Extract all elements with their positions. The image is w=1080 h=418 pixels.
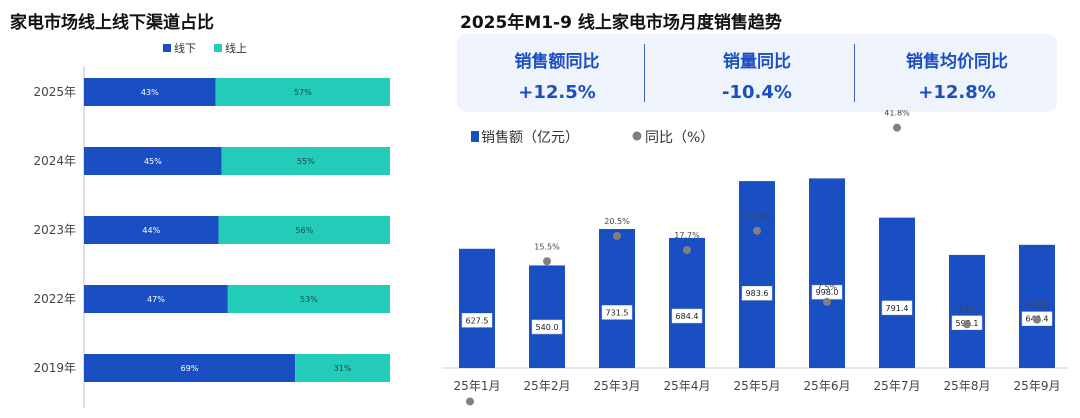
- right-chart-title: 2025年M1-9 线上家电市场月度销售趋势: [460, 13, 782, 33]
- data-label: 31%: [334, 364, 352, 373]
- data-label: 55%: [297, 157, 315, 166]
- yoy-dot: [543, 257, 551, 266]
- stacked-bar-segment: [84, 285, 228, 313]
- bar-value-label: 731.5: [606, 308, 629, 317]
- yoy-dot: [823, 297, 831, 306]
- bar-value-label: 684.4: [676, 312, 699, 321]
- x-tick-label: 25年2月: [524, 379, 571, 393]
- y-tick-label: 2023年: [33, 223, 76, 237]
- y-tick-label: 2022年: [33, 292, 76, 306]
- data-label: 47%: [147, 295, 165, 304]
- stacked-bar-segment: [84, 216, 219, 244]
- kpi-label: 销售均价同比: [906, 52, 1008, 72]
- data-label: 56%: [295, 226, 313, 235]
- x-tick-label: 25年4月: [664, 379, 711, 393]
- data-label: 44%: [142, 226, 160, 235]
- stacked-bar-segment: [227, 285, 390, 313]
- sales-bar: [809, 178, 845, 368]
- legend-label: 线上: [225, 41, 247, 55]
- sales-bar: [949, 254, 985, 368]
- yoy-label: 3.1%: [957, 305, 978, 314]
- yoy-dot: [683, 246, 691, 255]
- x-tick-label: 25年6月: [804, 379, 851, 393]
- x-tick-label: 25年1月: [454, 379, 501, 393]
- yoy-label: -12.1%: [456, 382, 485, 391]
- kpi-volume-yoy: 销量同比 -10.4%: [657, 34, 857, 112]
- yoy-label: 41.8%: [884, 110, 910, 118]
- kpi-value: +12.5%: [518, 82, 596, 103]
- legend-label: 同比（%）: [645, 130, 714, 146]
- value-label-box: [601, 305, 633, 320]
- value-label-box: [531, 319, 563, 335]
- yoy-label: 4.0%: [1027, 301, 1048, 310]
- sales-bar: [669, 237, 705, 368]
- y-tick-label: 2025年: [33, 85, 76, 99]
- kpi-price-yoy: 销售均价同比 +12.8%: [857, 34, 1057, 112]
- sales-bar: [1019, 244, 1055, 368]
- yoy-dot: [963, 320, 971, 329]
- value-label-box: [461, 313, 493, 328]
- stacked-bar-segment: [215, 78, 390, 106]
- legend-label: 线下: [174, 41, 196, 55]
- data-label: 57%: [294, 88, 312, 97]
- x-tick-label: 25年3月: [594, 379, 641, 393]
- stacked-bar-segment: [84, 78, 216, 106]
- legend-swatch: [163, 44, 171, 52]
- sales-bar: [879, 217, 915, 368]
- stacked-bar-segment: [218, 216, 390, 244]
- bar-value-label: 983.6: [746, 289, 769, 298]
- yoy-dot: [1033, 315, 1041, 324]
- y-tick-label: 2024年: [33, 154, 76, 168]
- kpi-panel: 销售额同比 +12.5% 销量同比 -10.4% 销售均价同比 +12.8%: [457, 34, 1057, 112]
- bar-value-label: 998.0: [816, 288, 839, 297]
- channel-share-chart: 线下 线上 2025年 43% 57% 2024年 45% 55% 2023年 44% 56% 202…: [33, 41, 390, 408]
- yoy-dot: [893, 123, 901, 132]
- bar-value-label: 540.0: [536, 323, 559, 332]
- yoy-dot: [753, 226, 761, 235]
- kpi-sales-yoy: 销售额同比 +12.5%: [457, 34, 657, 112]
- yoy-dot: [466, 397, 474, 406]
- stacked-bar-segment: [84, 147, 222, 175]
- kpi-label: 销售额同比: [514, 52, 600, 72]
- kpi-value: +12.8%: [918, 82, 996, 103]
- yoy-dot: [613, 231, 621, 240]
- sales-bar: [529, 265, 565, 368]
- kpi-divider: [644, 44, 645, 102]
- stacked-bar-segment: [295, 354, 390, 382]
- value-label-box: [671, 308, 703, 324]
- legend-swatch: [471, 131, 479, 142]
- value-label-box: [881, 300, 913, 316]
- stacked-bar-segment: [221, 147, 390, 175]
- legend-label: 销售额（亿元）: [481, 130, 579, 146]
- yoy-label: 7.5%: [817, 283, 838, 292]
- bar-value-label: 791.4: [886, 304, 909, 313]
- y-tick-label: 2019年: [33, 361, 76, 375]
- data-label: 53%: [300, 295, 318, 304]
- legend-marker: [632, 131, 642, 141]
- x-tick-label: 25年5月: [734, 379, 781, 393]
- x-tick-label: 25年9月: [1014, 379, 1061, 393]
- kpi-value: -10.4%: [722, 82, 792, 103]
- stacked-bar-segment: [84, 354, 296, 382]
- yoy-label: 17.7%: [674, 231, 700, 240]
- sales-bar: [459, 248, 495, 368]
- sales-bar: [739, 181, 775, 368]
- data-label: 45%: [144, 157, 162, 166]
- x-tick-label: 25年7月: [874, 379, 921, 393]
- data-label: 69%: [181, 364, 199, 373]
- data-label: 43%: [141, 88, 159, 97]
- yoy-label: 15.5%: [534, 242, 560, 251]
- yoy-label: 21.5%: [744, 212, 770, 221]
- monthly-sales-chart: 销售额（亿元） 同比（%） 627.5 -12.1%25年1月 540.0 15.5% 25…: [442, 110, 1068, 406]
- x-tick-label: 25年8月: [944, 379, 991, 393]
- value-label-box: [741, 285, 773, 301]
- legend-swatch: [214, 44, 222, 52]
- kpi-divider: [854, 44, 855, 102]
- left-chart-title: 家电市场线上线下渠道占比: [10, 13, 214, 33]
- bar-value-label: 627.5: [466, 316, 489, 325]
- kpi-label: 销量同比: [723, 52, 791, 72]
- sales-bar: [599, 229, 635, 368]
- yoy-label: 20.5%: [604, 217, 630, 226]
